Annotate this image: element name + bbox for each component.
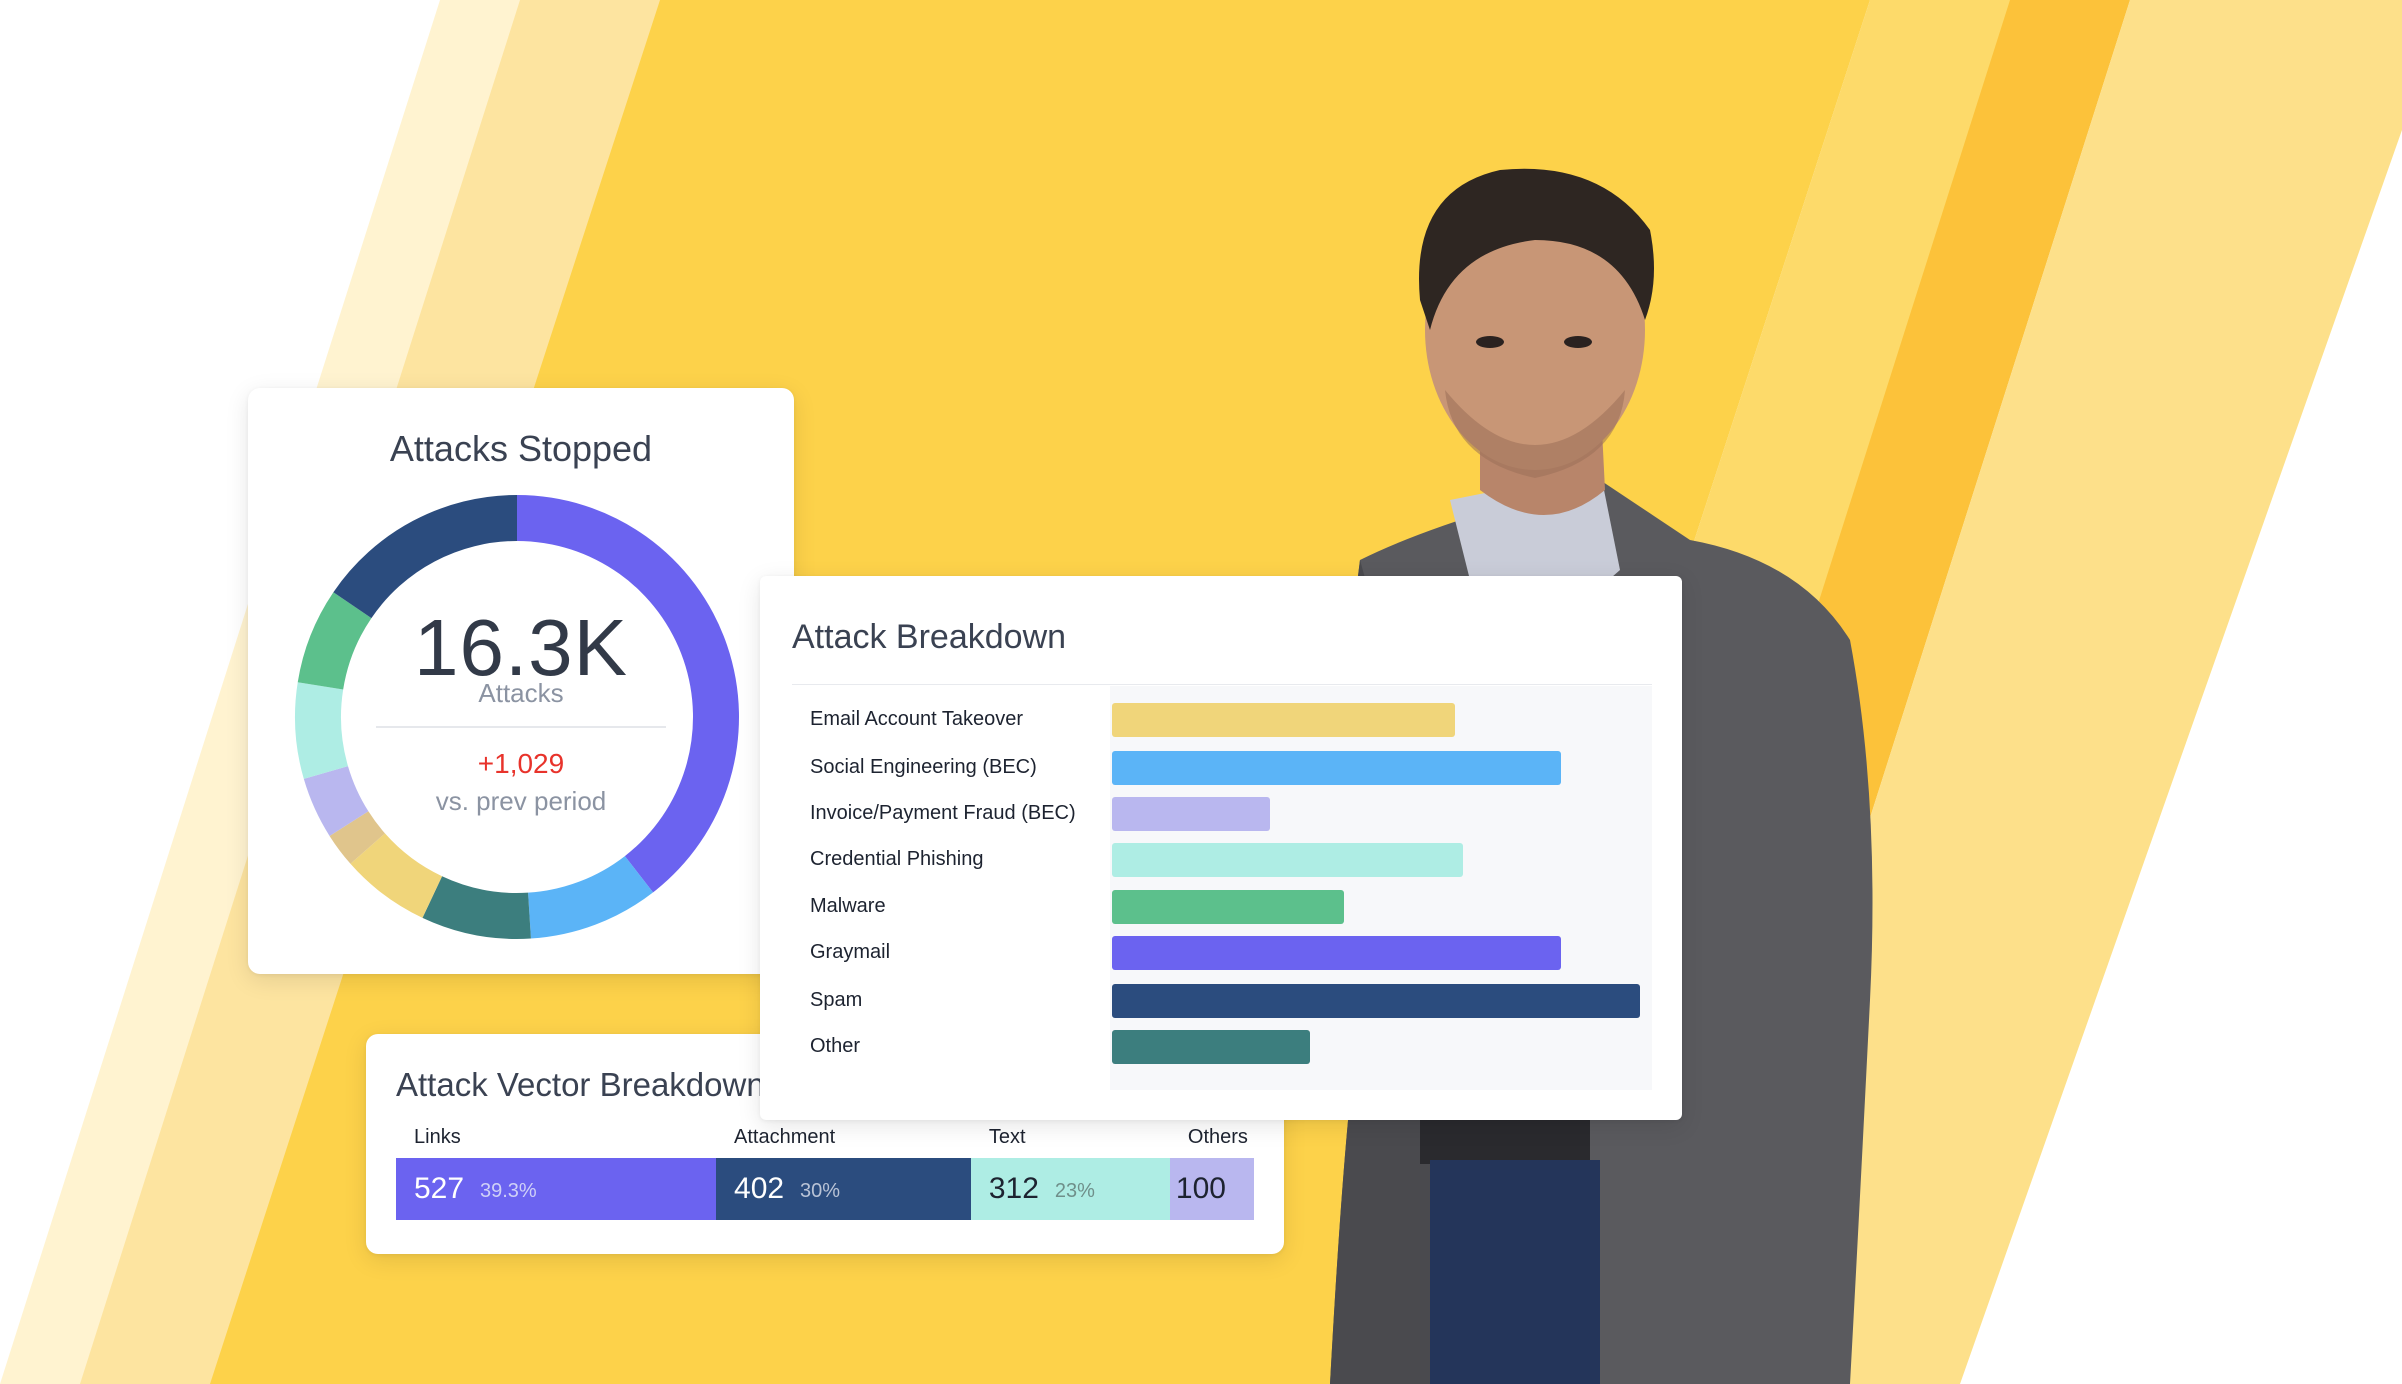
breakdown-bar [1112, 984, 1640, 1018]
attacks-unit-label: Attacks [478, 678, 564, 708]
attack-breakdown-card: Attack Breakdown Email Account Takeover S… [760, 576, 1682, 1120]
vector-count: 100 [1175, 1172, 1226, 1205]
vector-header: Text [988, 1126, 1026, 1148]
attacks-donut-chart [294, 495, 739, 939]
donut-segment-0 [517, 495, 739, 893]
breakdown-bar [1112, 751, 1561, 785]
attack-breakdown-title: Attack Breakdown [792, 618, 1067, 656]
vector-header: Attachment [734, 1126, 836, 1148]
vector-header: Others [1187, 1126, 1248, 1148]
breakdown-bar [1112, 1030, 1310, 1064]
donut-segment-3 [350, 833, 443, 918]
breakdown-bar [1112, 890, 1345, 924]
attacks-delta-value: +1,029 [477, 748, 565, 779]
donut-segment-7 [297, 592, 372, 690]
donut-segment-6 [294, 682, 348, 779]
donut-segment-8 [333, 495, 517, 619]
vector-segment: 527 39.3% [396, 1158, 717, 1220]
vector-count: 402 [734, 1172, 785, 1205]
vector-percent: 30% [800, 1180, 841, 1202]
donut-segment-4 [329, 811, 385, 864]
donut-divider [376, 726, 666, 728]
vector-header: Links [414, 1126, 461, 1148]
donut-segment-1 [528, 856, 654, 939]
donut-segment-5 [303, 766, 369, 836]
vector-segment: 312 23% [970, 1158, 1170, 1220]
breakdown-label: Graymail [810, 941, 891, 963]
vector-segment: 402 30% [716, 1158, 971, 1220]
breakdown-bar [1112, 703, 1456, 737]
donut-segment-2 [422, 876, 531, 939]
breakdown-label: Email Account Takeover [810, 708, 1024, 730]
attacks-compare-label: vs. prev period [435, 786, 607, 816]
vector-count: 527 [414, 1172, 465, 1205]
breakdown-bar [1112, 797, 1271, 831]
breakdown-label: Other [810, 1035, 861, 1057]
breakdown-bar [1112, 843, 1464, 877]
vector-percent: 39.3% [480, 1180, 537, 1202]
breakdown-label: Invoice/Payment Fraud (BEC) [810, 802, 1076, 824]
attacks-stopped-title: Attacks Stopped [389, 428, 653, 469]
breakdown-bar [1112, 936, 1561, 970]
attacks-total-value: 16.3K [413, 603, 629, 692]
breakdown-divider [792, 684, 1652, 685]
breakdown-label: Malware [810, 895, 886, 917]
attacks-stopped-card: Attacks Stopped 16.3K Attacks +1,029 vs.… [248, 388, 794, 974]
vector-percent: 23% [1054, 1180, 1095, 1202]
breakdown-label: Spam [810, 989, 863, 1011]
breakdown-label: Credential Phishing [810, 848, 984, 870]
breakdown-label: Social Engineering (BEC) [810, 756, 1037, 778]
attack-vector-title: Attack Vector Breakdown [396, 1066, 765, 1103]
vector-segment: 100 [1169, 1158, 1254, 1220]
vector-count: 312 [988, 1172, 1039, 1205]
